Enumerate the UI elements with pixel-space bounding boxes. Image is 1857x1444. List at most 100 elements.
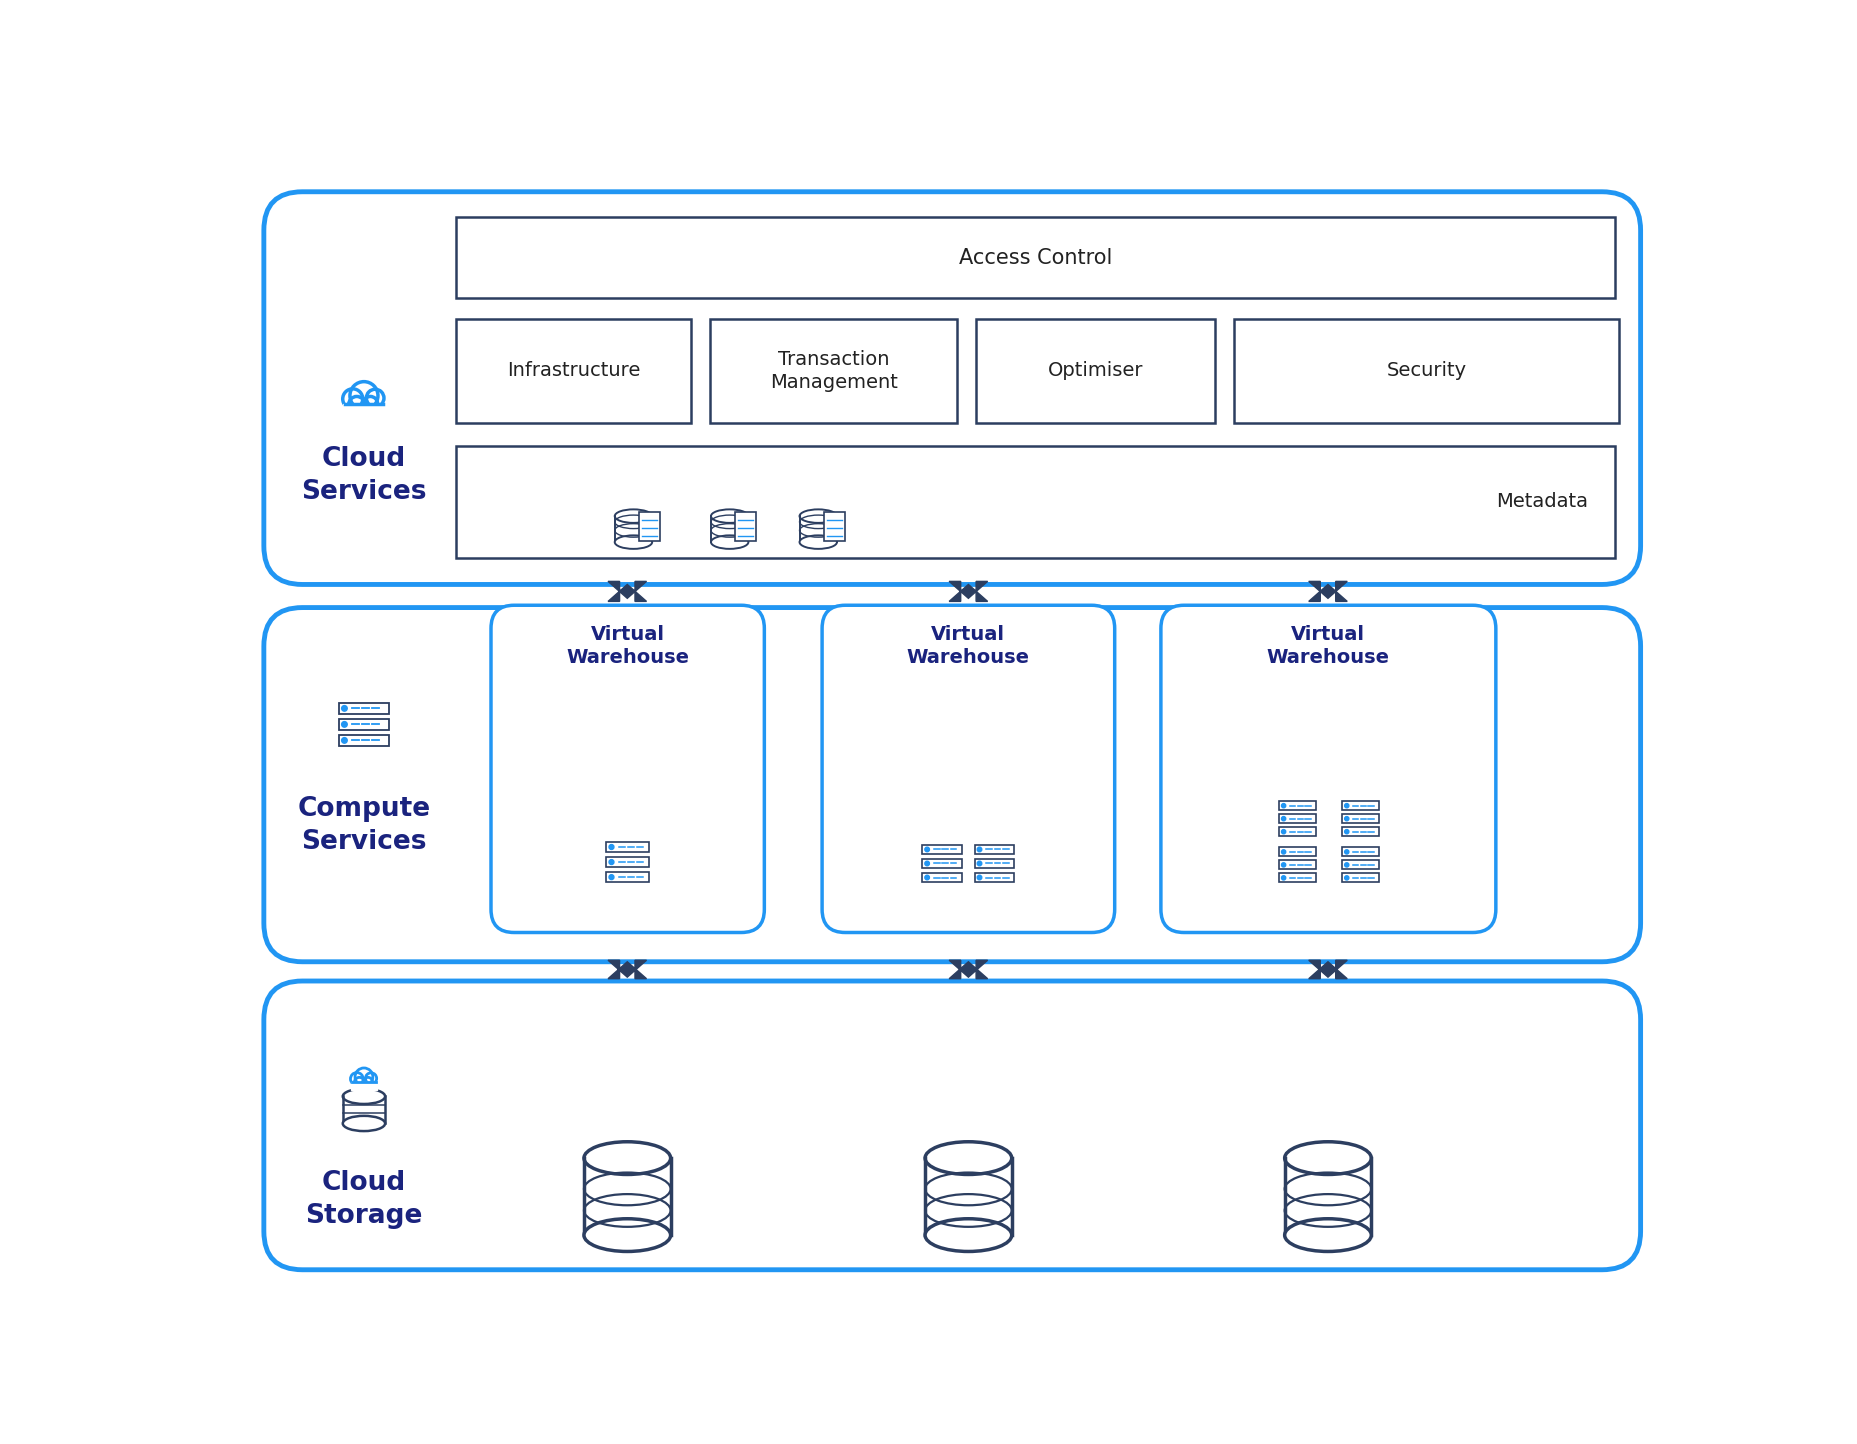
Bar xyxy=(1283,1158,1370,1235)
Circle shape xyxy=(925,861,928,866)
Text: Optimiser: Optimiser xyxy=(1047,361,1142,380)
Circle shape xyxy=(977,848,980,852)
Bar xyxy=(583,1158,670,1235)
Text: Virtual
Warehouse: Virtual Warehouse xyxy=(566,624,689,667)
Circle shape xyxy=(362,397,377,412)
Bar xyxy=(1343,801,1378,810)
Circle shape xyxy=(925,848,928,852)
Circle shape xyxy=(1281,816,1285,820)
Polygon shape xyxy=(949,582,988,601)
Polygon shape xyxy=(949,960,988,979)
Circle shape xyxy=(349,397,364,413)
Bar xyxy=(338,735,388,747)
Circle shape xyxy=(1344,816,1348,820)
Circle shape xyxy=(1344,849,1348,853)
Circle shape xyxy=(342,722,347,728)
Ellipse shape xyxy=(1283,1142,1370,1174)
Ellipse shape xyxy=(799,510,836,523)
Circle shape xyxy=(1281,803,1285,807)
Bar xyxy=(342,1096,384,1123)
FancyBboxPatch shape xyxy=(1161,605,1495,933)
Ellipse shape xyxy=(925,1219,1012,1252)
Bar xyxy=(344,404,384,416)
Circle shape xyxy=(977,861,980,866)
Bar xyxy=(1279,814,1315,823)
Circle shape xyxy=(1344,875,1348,879)
Ellipse shape xyxy=(583,1219,670,1252)
Text: Cloud
Storage: Cloud Storage xyxy=(305,1170,422,1229)
Bar xyxy=(925,1158,1012,1235)
FancyBboxPatch shape xyxy=(735,513,756,542)
Circle shape xyxy=(366,390,384,407)
Circle shape xyxy=(1344,862,1348,866)
Text: Transaction
Management: Transaction Management xyxy=(769,349,897,391)
Bar xyxy=(799,516,836,542)
Ellipse shape xyxy=(342,1089,384,1105)
Bar xyxy=(457,446,1614,557)
Bar xyxy=(975,872,1014,882)
Circle shape xyxy=(1281,849,1285,853)
Circle shape xyxy=(1344,803,1348,807)
Circle shape xyxy=(925,875,928,879)
Polygon shape xyxy=(607,582,646,601)
Bar xyxy=(921,845,962,855)
Circle shape xyxy=(349,381,377,410)
Ellipse shape xyxy=(1283,1219,1370,1252)
Bar xyxy=(457,319,691,423)
Circle shape xyxy=(977,875,980,879)
Bar xyxy=(711,516,748,542)
Circle shape xyxy=(1281,862,1285,866)
Ellipse shape xyxy=(615,510,652,523)
Text: Infrastructure: Infrastructure xyxy=(507,361,641,380)
Ellipse shape xyxy=(711,510,748,523)
Circle shape xyxy=(342,706,347,712)
Bar xyxy=(605,856,648,868)
Ellipse shape xyxy=(615,536,652,549)
Circle shape xyxy=(355,1069,373,1086)
Polygon shape xyxy=(1307,582,1346,601)
Ellipse shape xyxy=(925,1142,1012,1174)
Bar xyxy=(338,719,388,731)
Bar xyxy=(1343,827,1378,836)
Bar xyxy=(1279,874,1315,882)
Circle shape xyxy=(342,738,347,744)
Bar xyxy=(975,845,1014,855)
Polygon shape xyxy=(607,960,646,979)
Circle shape xyxy=(364,1077,373,1086)
Bar xyxy=(345,400,383,409)
FancyBboxPatch shape xyxy=(823,513,845,542)
Bar xyxy=(1343,814,1378,823)
Text: Cloud
Services: Cloud Services xyxy=(301,446,427,505)
FancyBboxPatch shape xyxy=(264,608,1640,962)
Text: Compute
Services: Compute Services xyxy=(297,796,431,855)
Ellipse shape xyxy=(799,536,836,549)
Bar xyxy=(921,872,962,882)
Ellipse shape xyxy=(711,536,748,549)
Circle shape xyxy=(1281,829,1285,833)
Bar xyxy=(351,1080,375,1084)
FancyBboxPatch shape xyxy=(821,605,1114,933)
Ellipse shape xyxy=(583,1142,670,1174)
Bar xyxy=(709,319,956,423)
Text: Security: Security xyxy=(1385,361,1465,380)
Bar xyxy=(1343,874,1378,882)
Bar xyxy=(457,217,1614,297)
FancyBboxPatch shape xyxy=(490,605,763,933)
Bar xyxy=(1279,848,1315,856)
Circle shape xyxy=(609,859,613,865)
Polygon shape xyxy=(1307,960,1346,979)
Bar xyxy=(615,516,652,542)
Circle shape xyxy=(609,875,613,879)
Bar xyxy=(351,1083,377,1090)
FancyBboxPatch shape xyxy=(264,192,1640,585)
Bar xyxy=(338,703,388,715)
Bar xyxy=(1233,319,1617,423)
Circle shape xyxy=(1281,875,1285,879)
Circle shape xyxy=(1344,829,1348,833)
Bar xyxy=(1279,801,1315,810)
Text: Access Control: Access Control xyxy=(958,247,1112,267)
Bar xyxy=(921,859,962,868)
Text: Virtual
Warehouse: Virtual Warehouse xyxy=(906,624,1029,667)
Bar xyxy=(1343,861,1378,869)
Circle shape xyxy=(342,388,362,409)
